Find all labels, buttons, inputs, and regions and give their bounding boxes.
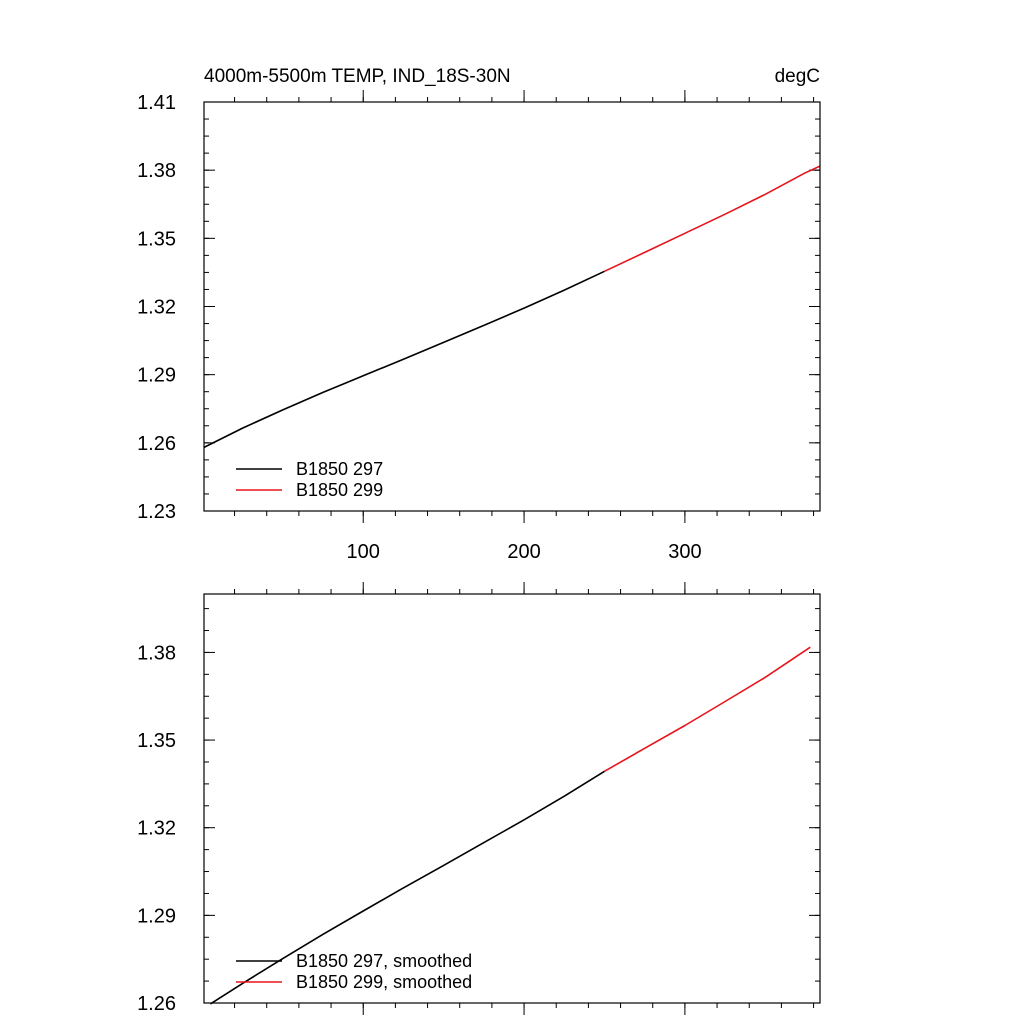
bottom-panel: 1.26 1.29 1.32 1.35 1.38 B1850 297, smoothed… [137,582,821,1015]
axis-ticks [204,582,820,1015]
plot-lines [209,646,811,1005]
y-tick-label: 1.23 [137,501,176,523]
y-tick-label: 1.29 [137,905,176,927]
legend-label: B1850 299, smoothed [296,972,472,992]
y-tick-label: 1.26 [137,433,176,455]
y-tick-label: 1.38 [137,642,176,664]
x-tick-label: 100 [347,541,380,563]
legend-label: B1850 297 [296,459,383,479]
chart-title: 4000m-5500m TEMP, IND_18S-30N [204,66,511,87]
plot-frame [203,101,821,512]
series-line [203,270,605,449]
x-tick-label: 300 [668,541,701,563]
y-tick-label: 1.38 [137,160,176,182]
series-line [604,646,811,772]
units-label: degC [775,66,820,87]
plot-lines [203,165,821,449]
y-tick-label: 1.32 [137,297,176,319]
y-tick-label: 1.26 [137,993,176,1015]
y-tick-label: 1.29 [137,365,176,387]
series-line [604,165,821,273]
y-tick-label: 1.32 [137,818,176,840]
x-tick-labels: 100 200 300 [347,541,702,563]
y-tick-labels: 1.26 1.29 1.32 1.35 1.38 [137,642,176,1015]
y-tick-label: 1.41 [137,92,176,114]
legend-label: B1850 297, smoothed [296,951,472,971]
plot-frame [203,593,821,1004]
top-panel: 4000m-5500m TEMP, IND_18S-30N degC 1.231… [137,66,821,563]
series-line [209,770,605,1005]
y-tick-label: 1.35 [137,228,176,250]
y-tick-labels: 1.23 1.26 1.29 1.32 1.35 1.38 1.41 [137,92,176,523]
y-tick-label: 1.35 [137,730,176,752]
x-tick-label: 200 [507,541,540,563]
legend-label: B1850 299 [296,480,383,500]
